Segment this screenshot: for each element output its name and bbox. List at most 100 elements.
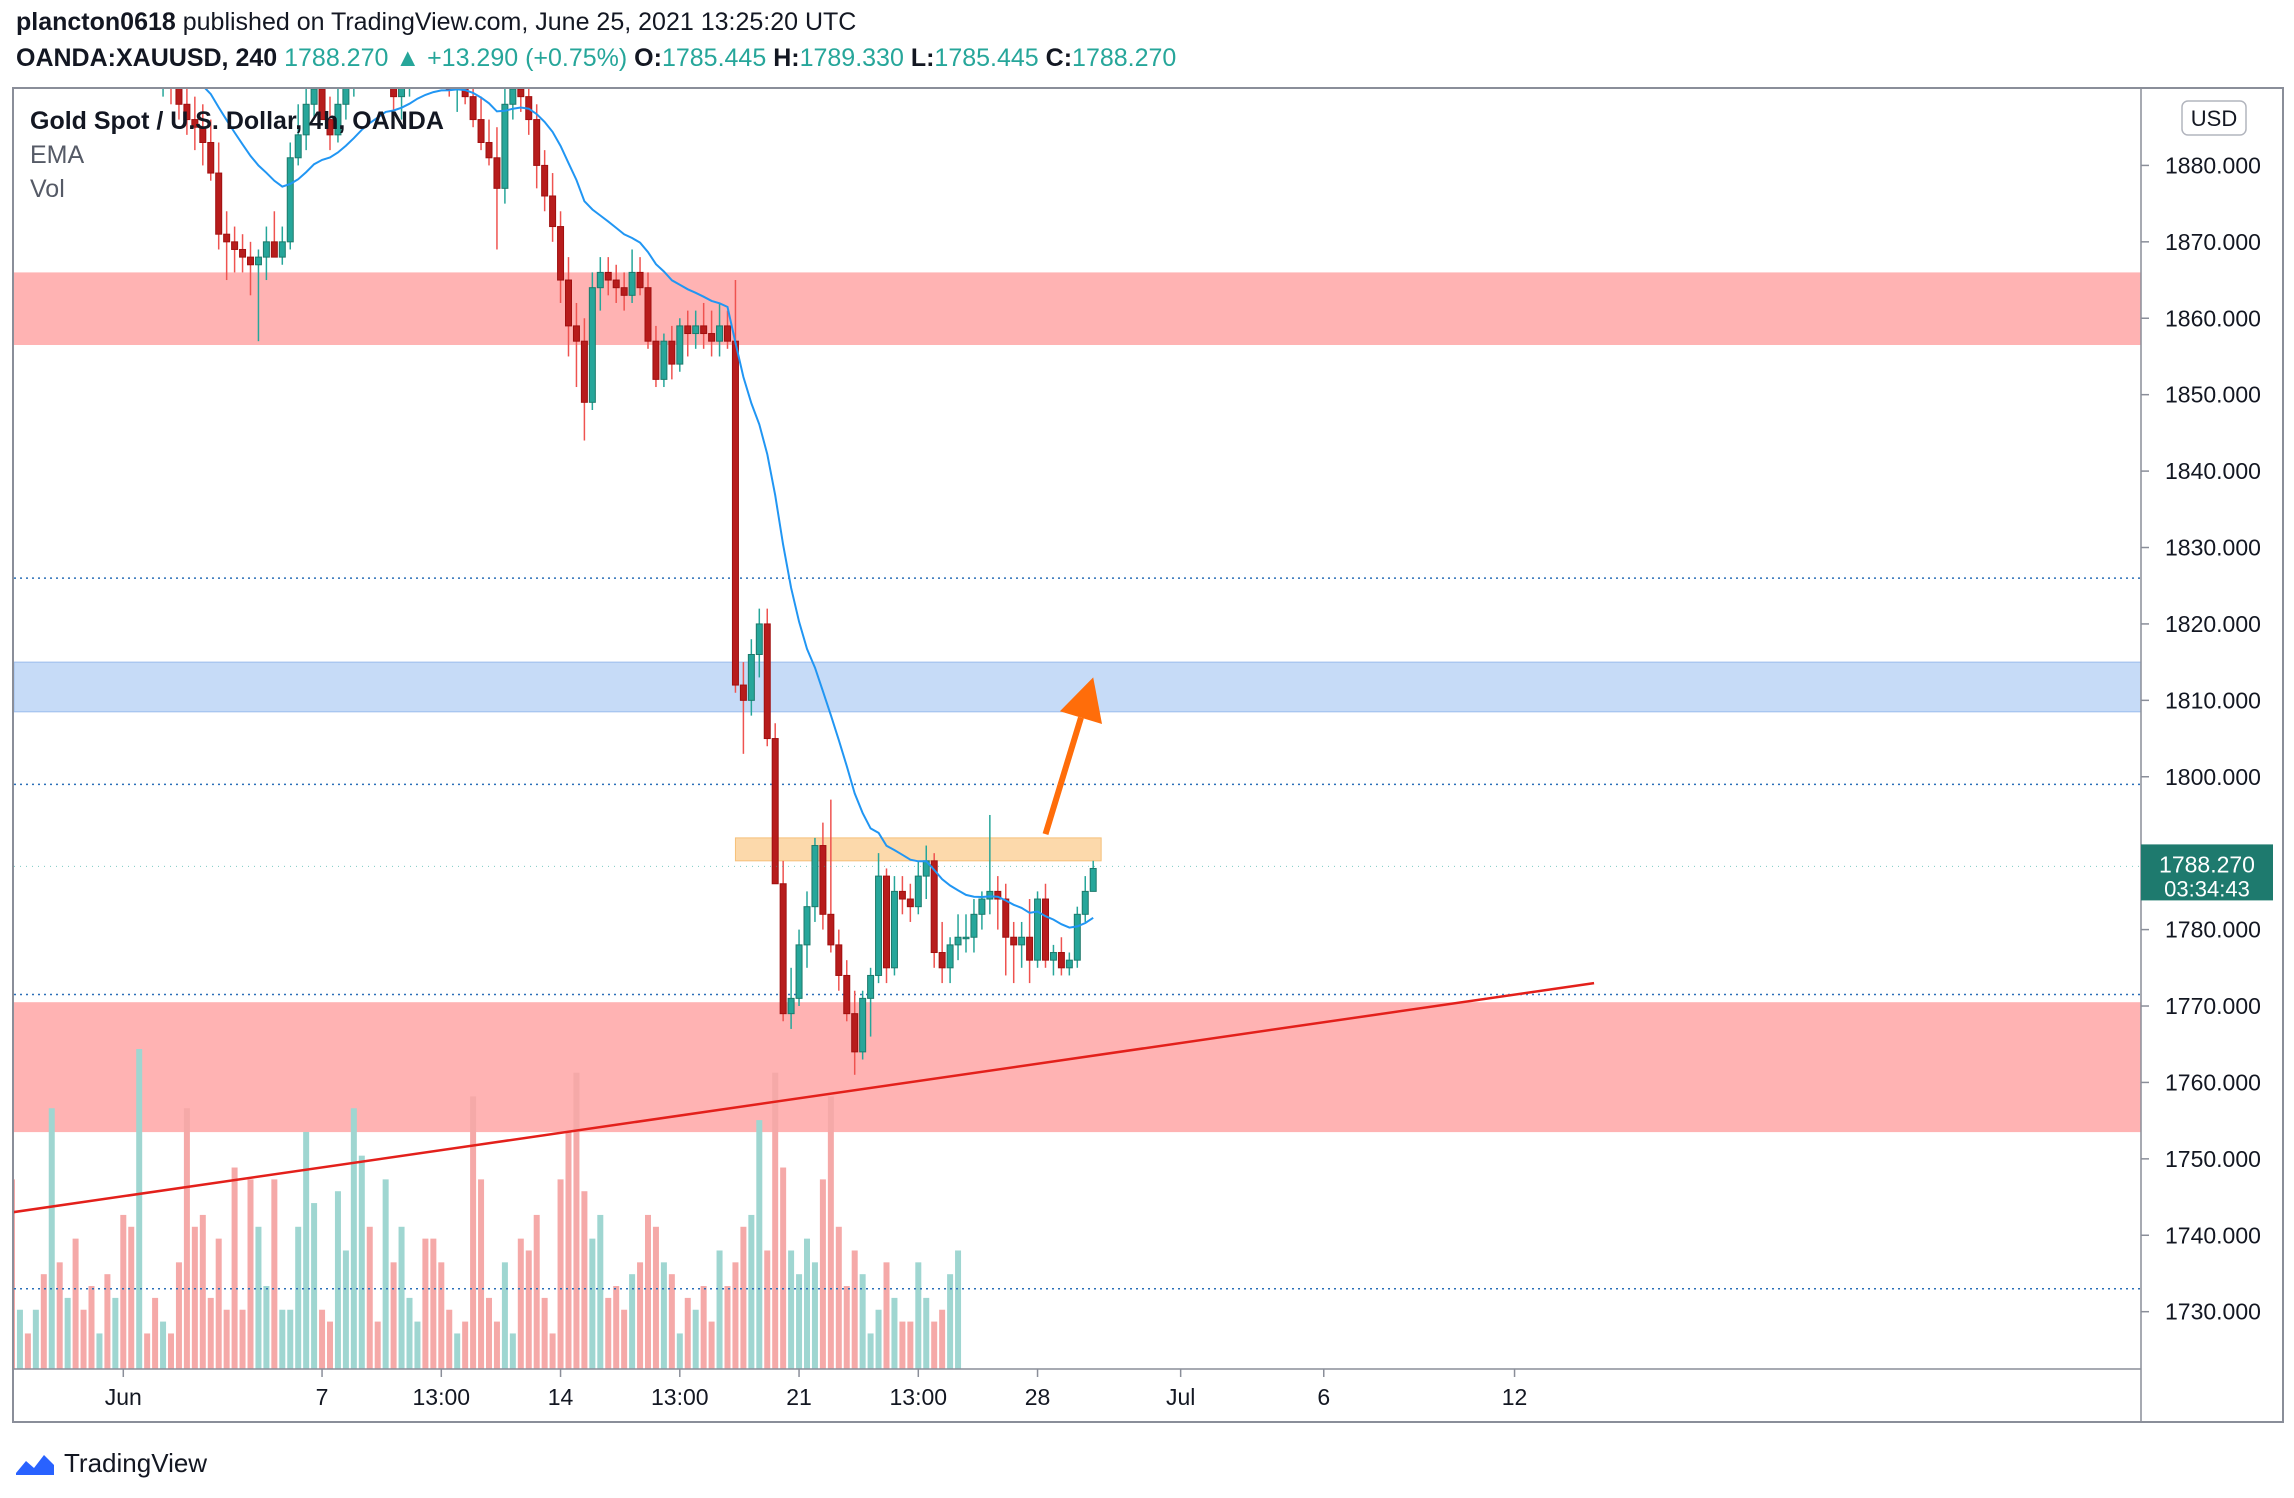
candle-body xyxy=(89,58,95,66)
volume-bar xyxy=(692,1309,699,1369)
candle-body xyxy=(851,1013,859,1053)
volume-bar xyxy=(128,1226,135,1369)
candle-body xyxy=(533,119,541,166)
volume-bar xyxy=(907,1321,914,1369)
footer-brand: TradingView xyxy=(64,1448,208,1478)
candle-body xyxy=(938,952,946,969)
volume-bar xyxy=(24,1333,31,1369)
candle-body xyxy=(41,58,47,66)
x-tick-label: 7 xyxy=(316,1384,329,1410)
volume-bar xyxy=(239,1309,246,1369)
candle-body xyxy=(906,898,914,908)
y-tick-label: 1770.000 xyxy=(2165,993,2261,1019)
volume-bar xyxy=(390,1262,397,1369)
author-name[interactable]: plancton0618 xyxy=(16,8,176,36)
x-tick-label: 6 xyxy=(1317,1384,1330,1410)
candle-body xyxy=(17,66,23,81)
candle-body xyxy=(367,51,373,59)
volume-bar xyxy=(883,1262,890,1369)
candle-body xyxy=(375,58,381,66)
candle-body xyxy=(223,233,231,243)
x-tick-label: 13:00 xyxy=(413,1384,471,1410)
candle-body xyxy=(541,164,549,197)
candle-body xyxy=(763,623,771,740)
candle-body xyxy=(254,256,262,266)
open-label: O: xyxy=(634,44,662,72)
volume-bar xyxy=(231,1167,238,1369)
volume-bar xyxy=(947,1274,954,1369)
x-tick-label: 14 xyxy=(548,1384,574,1410)
volume-bar xyxy=(334,1191,341,1369)
volume-bar xyxy=(796,1274,803,1369)
volume-bar xyxy=(406,1297,413,1369)
candle-body xyxy=(1057,952,1065,969)
candle-body xyxy=(684,325,692,335)
legend-vol[interactable]: Vol xyxy=(30,175,65,203)
candle-body xyxy=(668,340,676,365)
y-tick-label: 1730.000 xyxy=(2165,1299,2261,1325)
candle-body xyxy=(175,89,183,105)
volume-bar xyxy=(827,1096,834,1369)
candle-body xyxy=(168,66,174,81)
candle-body xyxy=(986,890,994,900)
candle-body xyxy=(827,913,835,946)
volume-bar xyxy=(32,1309,39,1369)
volume-bar xyxy=(311,1203,318,1369)
volume-bar xyxy=(613,1286,620,1369)
close-label: C: xyxy=(1045,44,1073,72)
candle-body xyxy=(867,974,875,999)
symbol-label: OANDA:XAUUSD, 240 xyxy=(16,44,278,72)
volume-bar xyxy=(573,1072,580,1369)
candle-body xyxy=(104,58,110,66)
volume-bar xyxy=(819,1179,826,1369)
candle-body xyxy=(819,845,827,915)
volume-bar xyxy=(891,1297,898,1369)
candle-body xyxy=(477,119,485,143)
volume-bar xyxy=(533,1214,540,1369)
candle-body xyxy=(1073,913,1081,961)
x-tick-label: 13:00 xyxy=(651,1384,709,1410)
volume-bar xyxy=(486,1297,492,1369)
x-tick-label: Jun xyxy=(105,1384,142,1410)
candle-body xyxy=(549,195,557,228)
candle-body xyxy=(1026,936,1034,961)
volume-bar xyxy=(621,1309,628,1369)
legend-ema[interactable]: EMA xyxy=(30,141,85,169)
volume-bar xyxy=(652,1226,659,1369)
candle-body xyxy=(438,66,444,74)
volume-bar xyxy=(422,1238,429,1369)
volume-bar xyxy=(501,1262,508,1369)
candle-body xyxy=(120,51,126,59)
last-price-tag xyxy=(2141,844,2273,901)
candle-body xyxy=(628,271,636,296)
candle-body xyxy=(946,944,954,969)
candle-body xyxy=(875,875,883,976)
volume-bar xyxy=(684,1297,691,1369)
candle-body xyxy=(803,906,811,946)
y-tick-label: 1870.000 xyxy=(2165,229,2261,255)
candle-body xyxy=(286,157,294,243)
candle-body xyxy=(660,340,668,380)
candle-body xyxy=(1034,898,1042,961)
y-tick-label: 1800.000 xyxy=(2165,764,2261,790)
volume-bar xyxy=(732,1262,739,1369)
volume-bar xyxy=(327,1321,333,1369)
volume-bar xyxy=(676,1333,683,1369)
volume-bar xyxy=(915,1262,922,1369)
volume-bar xyxy=(525,1250,532,1369)
candle-body xyxy=(326,119,334,136)
candle-body xyxy=(692,325,700,335)
volume-bar xyxy=(629,1274,636,1369)
candle-body xyxy=(636,271,644,289)
volume-bar xyxy=(462,1321,469,1369)
tradingview-footer[interactable]: TradingView xyxy=(14,1448,207,1479)
x-tick-label: 21 xyxy=(786,1384,812,1410)
volume-bar xyxy=(660,1262,667,1369)
last-price-value: 1788.270 xyxy=(2159,851,2255,877)
candle-body xyxy=(978,898,986,915)
candle-body xyxy=(469,96,477,121)
legend-title[interactable]: Gold Spot / U.S. Dollar, 4h, OANDA xyxy=(30,107,444,135)
x-tick-label: 13:00 xyxy=(890,1384,948,1410)
volume-bar xyxy=(207,1297,214,1369)
